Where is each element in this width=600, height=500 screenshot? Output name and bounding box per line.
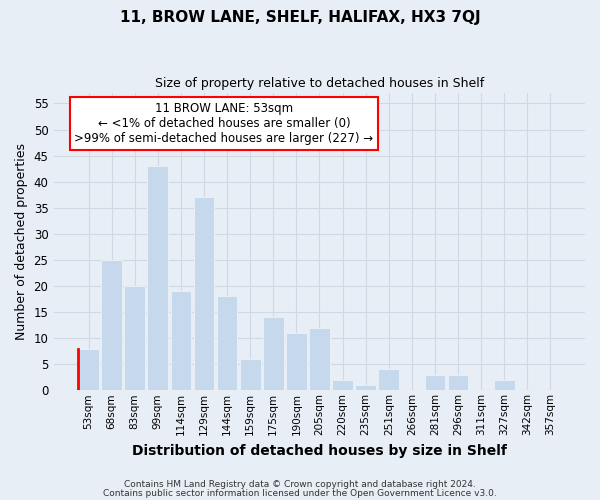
X-axis label: Distribution of detached houses by size in Shelf: Distribution of detached houses by size … bbox=[132, 444, 507, 458]
Bar bbox=[309, 328, 330, 390]
Text: 11, BROW LANE, SHELF, HALIFAX, HX3 7QJ: 11, BROW LANE, SHELF, HALIFAX, HX3 7QJ bbox=[119, 10, 481, 25]
Bar bbox=[286, 333, 307, 390]
Bar bbox=[379, 370, 399, 390]
Text: 11 BROW LANE: 53sqm
← <1% of detached houses are smaller (0)
>99% of semi-detach: 11 BROW LANE: 53sqm ← <1% of detached ho… bbox=[74, 102, 373, 145]
Bar bbox=[355, 385, 376, 390]
Text: Contains public sector information licensed under the Open Government Licence v3: Contains public sector information licen… bbox=[103, 488, 497, 498]
Bar bbox=[124, 286, 145, 391]
Y-axis label: Number of detached properties: Number of detached properties bbox=[15, 143, 28, 340]
Bar bbox=[170, 291, 191, 390]
Bar bbox=[332, 380, 353, 390]
Bar bbox=[217, 296, 238, 390]
Bar bbox=[494, 380, 515, 390]
Bar bbox=[78, 348, 99, 391]
Bar bbox=[425, 374, 445, 390]
Title: Size of property relative to detached houses in Shelf: Size of property relative to detached ho… bbox=[155, 78, 484, 90]
Bar bbox=[148, 166, 168, 390]
Bar bbox=[101, 260, 122, 390]
Text: Contains HM Land Registry data © Crown copyright and database right 2024.: Contains HM Land Registry data © Crown c… bbox=[124, 480, 476, 489]
Bar bbox=[240, 359, 260, 390]
Bar bbox=[448, 374, 469, 390]
Bar bbox=[194, 198, 214, 390]
Bar bbox=[263, 318, 284, 390]
